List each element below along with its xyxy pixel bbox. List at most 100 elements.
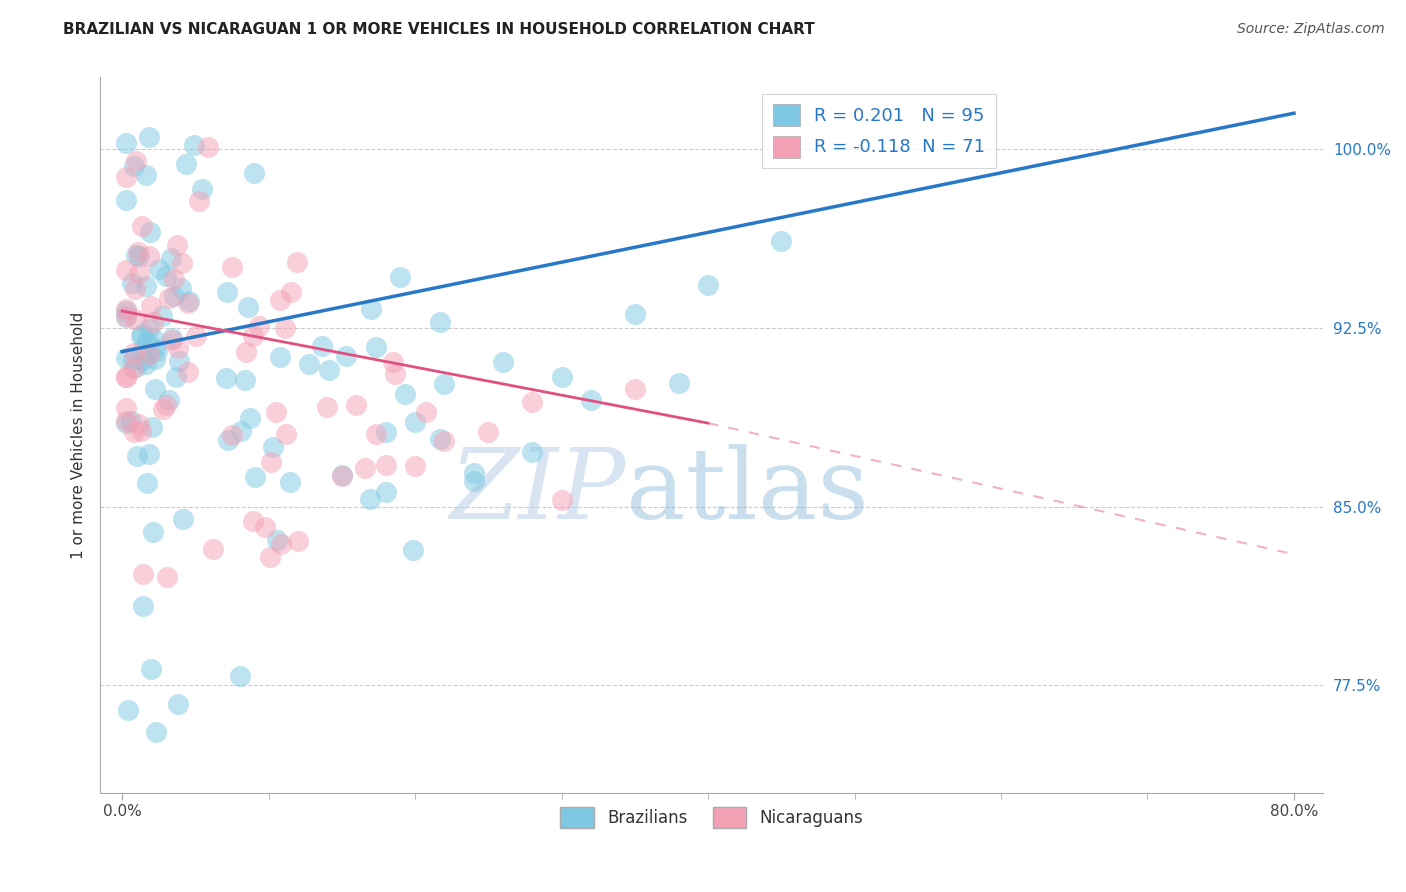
Point [115, 193, 138, 207]
Point [121, 353, 143, 368]
Point [770, 234, 793, 248]
Y-axis label: 1 or more Vehicles in Household: 1 or more Vehicles in Household [72, 311, 86, 558]
Text: BRAZILIAN VS NICARAGUAN 1 OR MORE VEHICLES IN HOUSEHOLD CORRELATION CHART: BRAZILIAN VS NICARAGUAN 1 OR MORE VEHICL… [63, 22, 815, 37]
Point [389, 270, 412, 285]
Point [155, 268, 177, 283]
Point [138, 322, 160, 336]
Point [429, 432, 451, 446]
Point [128, 249, 150, 263]
Point [177, 366, 200, 380]
Point [135, 168, 157, 182]
Point [152, 401, 174, 416]
Point [131, 326, 153, 341]
Point [359, 491, 381, 506]
Point [221, 428, 243, 442]
Point [115, 302, 138, 317]
Point [221, 260, 243, 274]
Point [492, 355, 515, 369]
Point [374, 458, 396, 472]
Point [360, 302, 382, 317]
Point [176, 156, 198, 170]
Point [197, 139, 219, 153]
Point [346, 399, 368, 413]
Point [183, 138, 205, 153]
Point [262, 440, 284, 454]
Point [463, 467, 485, 481]
Point [697, 278, 720, 293]
Point [184, 329, 207, 343]
Point [142, 525, 165, 540]
Point [132, 599, 155, 613]
Point [125, 248, 148, 262]
Point [217, 434, 239, 448]
Point [172, 511, 194, 525]
Point [269, 293, 291, 307]
Point [242, 328, 264, 343]
Point [163, 288, 186, 302]
Point [122, 160, 145, 174]
Point [115, 370, 138, 384]
Point [160, 333, 183, 347]
Point [239, 410, 262, 425]
Point [138, 346, 160, 360]
Point [131, 567, 153, 582]
Point [124, 346, 146, 360]
Point [127, 245, 149, 260]
Point [264, 404, 287, 418]
Point [124, 282, 146, 296]
Point [202, 542, 225, 557]
Point [274, 321, 297, 335]
Point [115, 169, 138, 184]
Point [138, 249, 160, 263]
Point [375, 425, 398, 439]
Point [243, 470, 266, 484]
Point [278, 475, 301, 489]
Text: atlas: atlas [626, 444, 869, 541]
Point [177, 293, 200, 308]
Point [623, 382, 645, 396]
Point [115, 351, 138, 365]
Point [138, 447, 160, 461]
Point [215, 371, 238, 385]
Point [138, 130, 160, 145]
Point [172, 256, 194, 270]
Point [167, 697, 190, 711]
Point [141, 420, 163, 434]
Point [187, 194, 209, 209]
Point [522, 445, 544, 459]
Point [131, 219, 153, 234]
Point [330, 467, 353, 482]
Point [236, 300, 259, 314]
Point [117, 703, 139, 717]
Point [311, 339, 333, 353]
Point [145, 724, 167, 739]
Point [139, 299, 162, 313]
Point [115, 304, 138, 318]
Point [160, 331, 183, 345]
Point [433, 434, 456, 448]
Point [142, 315, 165, 329]
Point [274, 426, 297, 441]
Point [129, 425, 152, 439]
Point [134, 358, 156, 372]
Point [229, 669, 252, 683]
Point [125, 154, 148, 169]
Point [394, 386, 416, 401]
Point [247, 319, 270, 334]
Point [415, 405, 437, 419]
Point [269, 350, 291, 364]
Point [159, 251, 181, 265]
Point [156, 570, 179, 584]
Point [433, 376, 456, 391]
Point [115, 310, 138, 324]
Point [285, 255, 308, 269]
Point [404, 416, 426, 430]
Point [335, 349, 357, 363]
Point [260, 455, 283, 469]
Text: Source: ZipAtlas.com: Source: ZipAtlas.com [1237, 22, 1385, 37]
Point [402, 543, 425, 558]
Point [374, 484, 396, 499]
Point [115, 136, 138, 151]
Point [163, 272, 186, 286]
Point [125, 360, 148, 375]
